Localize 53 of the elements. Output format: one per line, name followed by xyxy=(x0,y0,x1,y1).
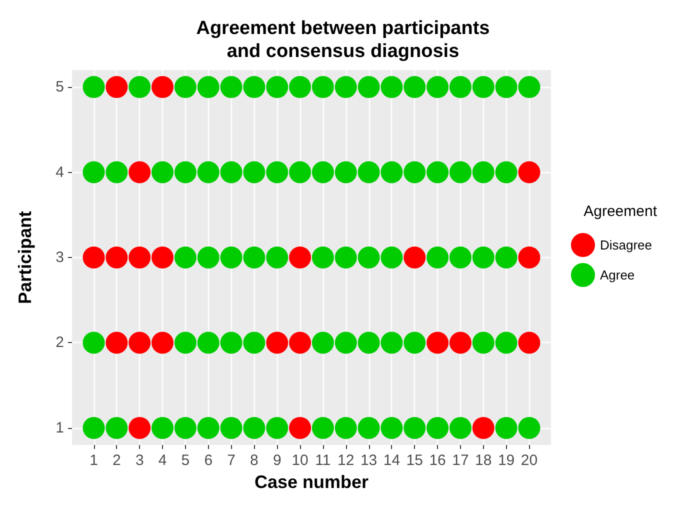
point xyxy=(106,246,128,268)
point xyxy=(449,332,472,354)
x-tick-label: 17 xyxy=(452,452,469,469)
point xyxy=(152,246,174,268)
point xyxy=(518,246,540,268)
x-tick-label: 12 xyxy=(338,452,354,469)
point xyxy=(106,76,128,98)
x-tick-label: 11 xyxy=(315,452,331,469)
x-tick-label: 6 xyxy=(204,452,213,469)
y-tick-label: 4 xyxy=(56,164,64,181)
x-tick-label: 4 xyxy=(158,452,167,469)
legend-label: Disagree xyxy=(600,238,652,252)
point xyxy=(82,246,105,268)
point xyxy=(266,332,288,354)
x-tick-label: 5 xyxy=(181,452,190,469)
x-tick-label: 3 xyxy=(135,452,144,469)
point xyxy=(128,332,151,354)
x-tick-label: 15 xyxy=(406,452,423,469)
point xyxy=(152,332,174,354)
y-tick-label: 3 xyxy=(56,249,64,266)
legend-title: Agreement xyxy=(584,203,658,220)
point xyxy=(289,332,312,354)
point xyxy=(289,416,312,439)
x-tick-label: 9 xyxy=(272,452,282,469)
y-tick-label: 5 xyxy=(56,78,64,96)
point xyxy=(152,76,174,98)
x-tick-label: 2 xyxy=(112,452,121,469)
x-axis-title: Case number xyxy=(254,472,369,492)
point xyxy=(128,416,151,439)
legend-label: Agree xyxy=(600,268,635,282)
x-tick-label: 18 xyxy=(475,452,492,469)
x-tick-label: 16 xyxy=(429,452,446,469)
chart-title: Agreement between participants and consensus diagnosis xyxy=(196,18,490,62)
x-tick-label: 20 xyxy=(520,452,538,469)
point xyxy=(404,246,426,268)
x-tick-label: 10 xyxy=(292,452,308,469)
point xyxy=(518,161,540,184)
x-tick-label: 13 xyxy=(360,452,378,469)
x-tick-label: 7 xyxy=(227,452,236,469)
y-axis-title: Participant xyxy=(15,210,35,304)
point xyxy=(106,332,128,354)
point xyxy=(128,161,151,184)
y-tick-label: 1 xyxy=(56,419,64,436)
point xyxy=(128,246,151,268)
x-tick-label: 19 xyxy=(498,452,515,469)
x-tick-label: 14 xyxy=(383,452,400,469)
point xyxy=(289,246,312,268)
point xyxy=(426,332,449,354)
x-tick-label: 8 xyxy=(250,452,258,469)
y-tick-label: 2 xyxy=(56,334,64,352)
x-tick-label: 1 xyxy=(90,452,98,469)
point xyxy=(472,416,494,439)
point xyxy=(518,332,540,354)
